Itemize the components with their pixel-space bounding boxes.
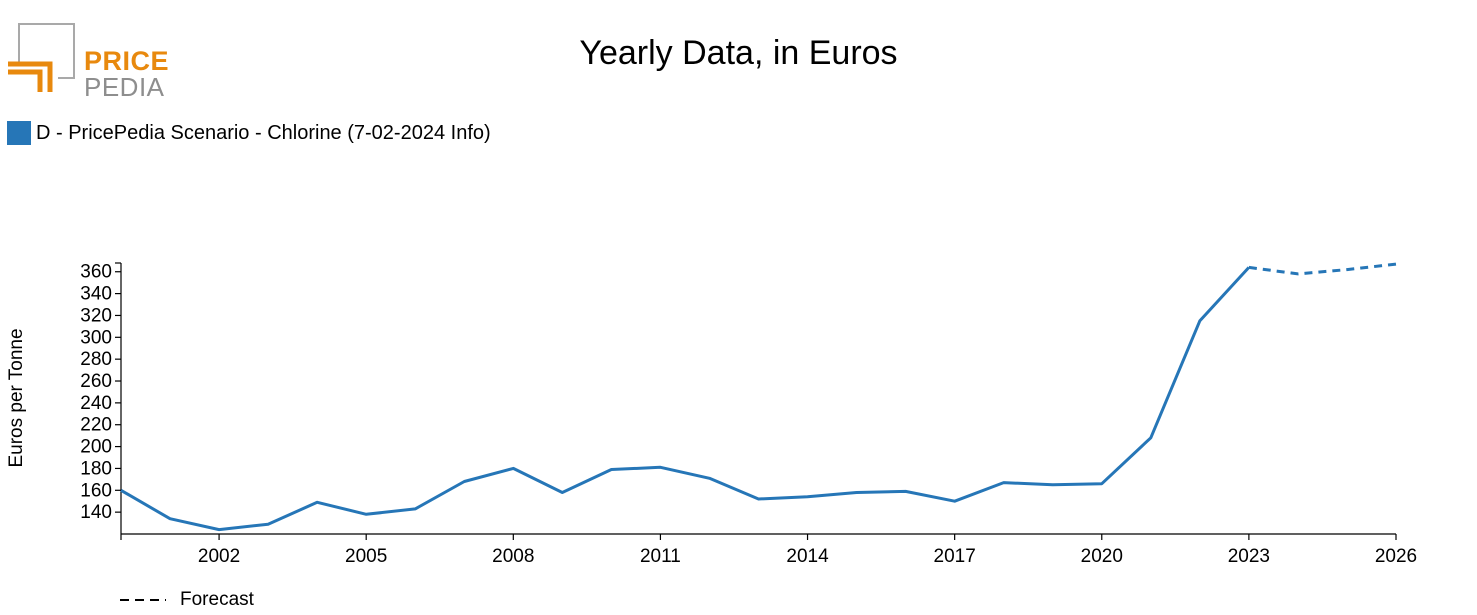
y-tick-label: 300 — [80, 327, 112, 348]
x-tick-label: 2011 — [640, 546, 681, 567]
forecast-label: Forecast — [180, 589, 254, 610]
logo-word-pedia: PEDIA — [84, 72, 165, 102]
y-tick-label: 140 — [80, 502, 112, 523]
y-tick-label: 200 — [80, 437, 112, 458]
x-axis: 2002 2005 2008 2011 2014 2017 2020 2023 2026 — [120, 533, 1417, 567]
y-tick-label: 360 — [80, 262, 112, 283]
legend-swatch — [7, 121, 31, 145]
y-tick-label: 260 — [80, 371, 112, 392]
y-tick-label: 180 — [80, 458, 112, 479]
logo-mark-icon — [8, 23, 75, 92]
y-tick-label: 240 — [80, 393, 112, 414]
legend[interactable]: D - PricePedia Scenario - Chlorine (7-02… — [7, 120, 491, 146]
logo-word-price: PRICE — [84, 46, 170, 76]
x-tick-label: 2014 — [786, 546, 829, 567]
series-layer — [120, 262, 1397, 532]
y-tick-label: 160 — [80, 480, 112, 501]
x-tick-label: 2026 — [1375, 546, 1417, 567]
forecast-line — [1248, 262, 1397, 276]
dashed-line-icon — [120, 599, 166, 601]
x-tick-label: 2008 — [492, 546, 534, 567]
y-tick-label: 220 — [80, 415, 112, 436]
pricepedia-logo: PRICE PEDIA — [6, 22, 170, 102]
x-tick-label: 2017 — [934, 546, 976, 567]
series-line — [120, 266, 1251, 532]
chart-title: Yearly Data, in Euros — [579, 34, 898, 72]
x-tick-label: 2005 — [345, 546, 387, 567]
y-tick-label: 340 — [80, 284, 112, 305]
forecast-legend: Forecast — [120, 588, 254, 612]
legend-series-label: D - PricePedia Scenario - Chlorine (7-02… — [36, 121, 491, 144]
y-tick-label: 320 — [80, 305, 112, 326]
x-tick-label: 2002 — [198, 546, 240, 567]
y-axis-label: Euros per Tonne — [6, 328, 27, 467]
x-tick-label: 2023 — [1228, 546, 1270, 567]
x-tick-label: 2020 — [1081, 546, 1123, 567]
y-tick-label: 280 — [80, 349, 112, 370]
